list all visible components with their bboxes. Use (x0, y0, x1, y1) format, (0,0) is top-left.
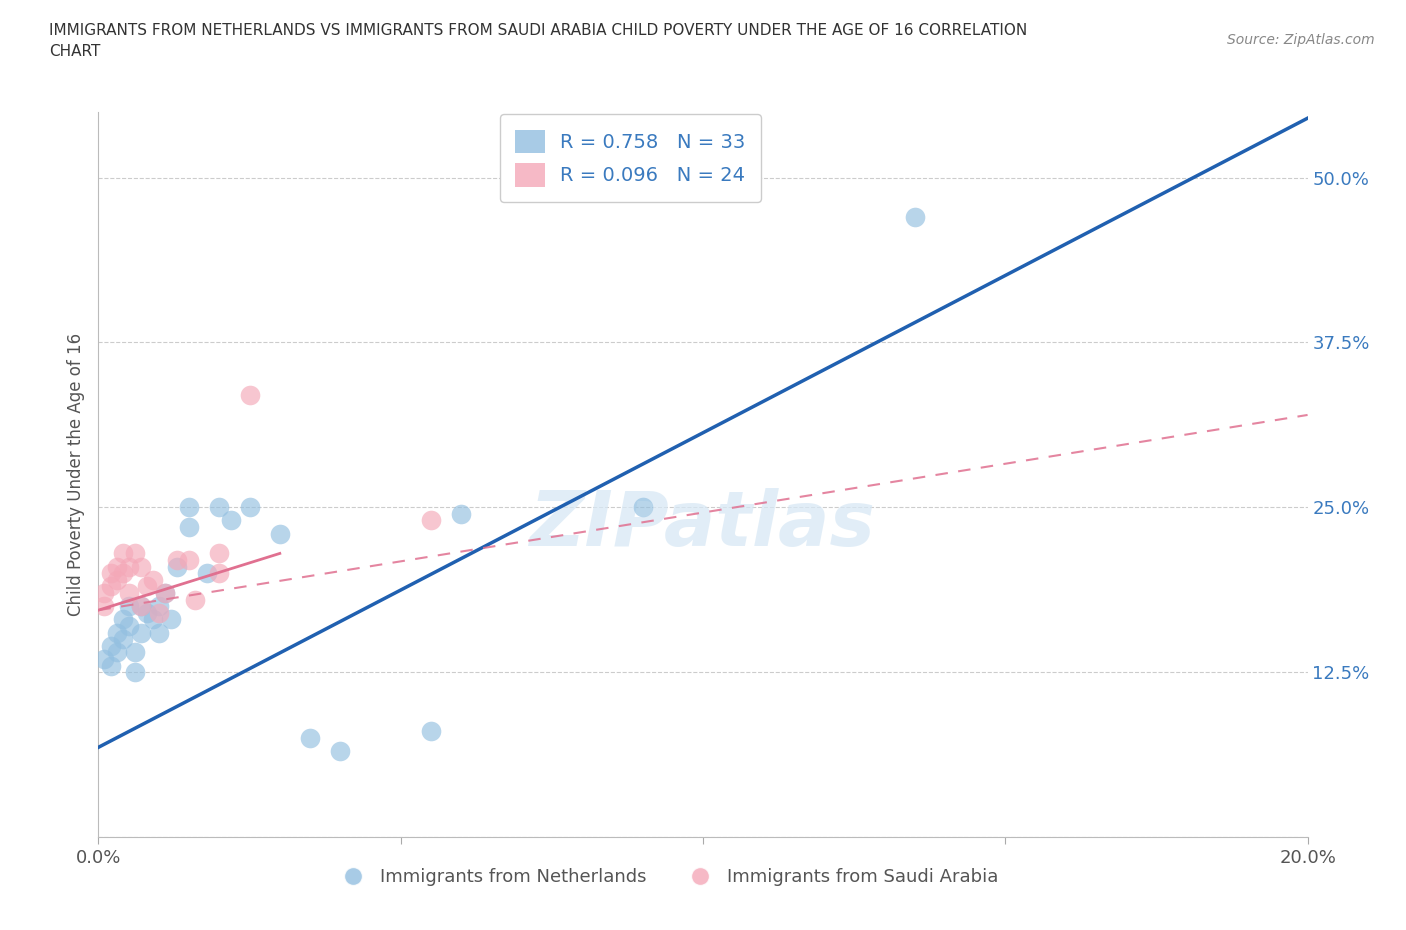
Point (129, 625, 152, 640)
Point (135, 579, 157, 594)
Text: Source: ZipAtlas.com: Source: ZipAtlas.com (1227, 33, 1375, 46)
Point (93, 599, 115, 614)
Point (129, 559, 152, 574)
Point (420, 513, 443, 528)
Point (153, 586, 176, 601)
Point (135, 605, 157, 620)
Point (100, 638, 122, 653)
Text: ZIPatlas: ZIPatlas (530, 488, 876, 562)
Point (142, 572, 165, 587)
Point (93, 652, 115, 667)
Point (420, 724, 443, 739)
Point (208, 546, 231, 561)
Point (118, 586, 141, 601)
Point (129, 599, 152, 614)
Point (269, 526, 291, 541)
Point (450, 507, 472, 522)
Point (100, 658, 122, 673)
Point (166, 552, 188, 567)
Point (239, 388, 262, 403)
Point (93, 586, 115, 601)
Point (153, 586, 176, 601)
Point (239, 499, 262, 514)
Point (100, 565, 122, 580)
Point (179, 520, 201, 535)
Point (221, 513, 243, 528)
Point (148, 605, 170, 620)
Point (124, 665, 146, 680)
Point (160, 612, 183, 627)
Point (208, 499, 231, 514)
Point (105, 644, 128, 659)
Point (148, 599, 170, 614)
Point (208, 565, 231, 580)
Point (111, 612, 134, 627)
Point (118, 618, 141, 633)
Point (111, 631, 134, 646)
Point (299, 731, 322, 746)
Text: IMMIGRANTS FROM NETHERLANDS VS IMMIGRANTS FROM SAUDI ARABIA CHILD POVERTY UNDER : IMMIGRANTS FROM NETHERLANDS VS IMMIGRANT… (49, 23, 1028, 60)
Point (142, 612, 165, 627)
Point (148, 625, 170, 640)
Point (118, 599, 141, 614)
Point (329, 744, 352, 759)
Point (111, 565, 134, 580)
Point (129, 599, 152, 614)
Legend: Immigrants from Netherlands, Immigrants from Saudi Arabia: Immigrants from Netherlands, Immigrants … (328, 861, 1007, 893)
Point (100, 579, 122, 594)
Point (195, 565, 218, 580)
Point (179, 552, 201, 567)
Point (118, 559, 141, 574)
Point (124, 644, 146, 659)
Point (124, 546, 146, 561)
Point (111, 546, 134, 561)
Point (105, 572, 128, 587)
Point (105, 559, 128, 574)
Point (179, 499, 201, 514)
Point (105, 625, 128, 640)
Y-axis label: Child Poverty Under the Age of 16: Child Poverty Under the Age of 16 (66, 333, 84, 616)
Point (631, 499, 654, 514)
Point (166, 559, 188, 574)
Point (904, 209, 927, 224)
Point (184, 592, 207, 607)
